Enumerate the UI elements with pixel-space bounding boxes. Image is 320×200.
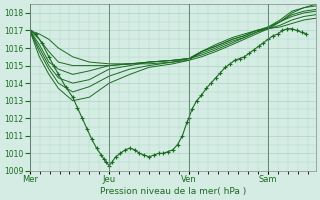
- X-axis label: Pression niveau de la mer( hPa ): Pression niveau de la mer( hPa ): [100, 187, 246, 196]
